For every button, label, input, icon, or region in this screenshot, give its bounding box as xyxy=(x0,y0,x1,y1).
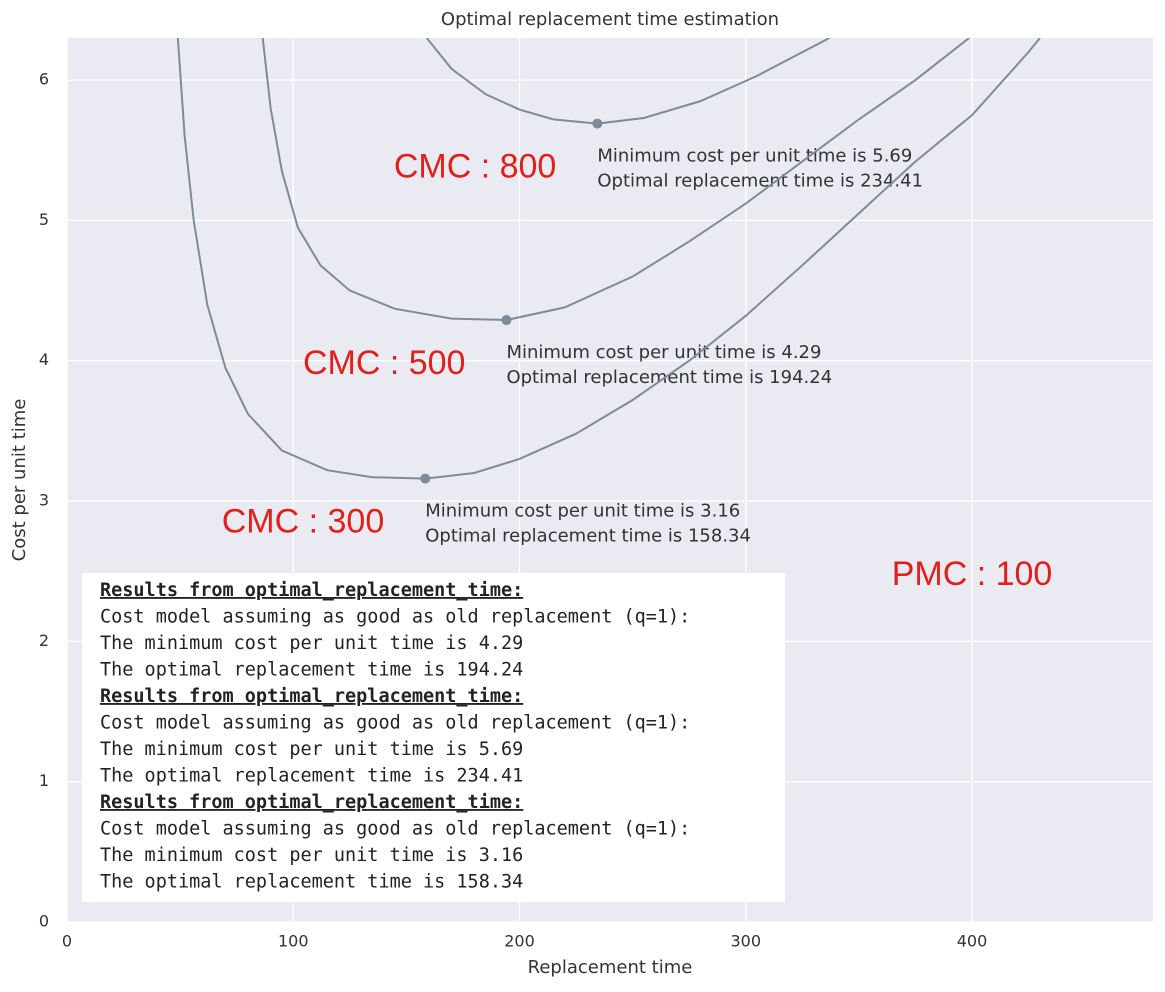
console-line: The minimum cost per unit time is 3.16 xyxy=(100,845,523,866)
min-annotation: Optimal replacement time is 194.24 xyxy=(506,367,832,388)
console-heading: Results from optimal_replacement_time: xyxy=(100,580,523,601)
console-line: The minimum cost per unit time is 5.69 xyxy=(100,739,523,760)
min-annotation: Minimum cost per unit time is 3.16 xyxy=(425,501,740,522)
y-axis-label: Cost per unit time xyxy=(9,399,30,562)
min-annotation: Minimum cost per unit time is 5.69 xyxy=(597,146,912,167)
y-tick-label: 4 xyxy=(39,350,49,369)
console-line: The optimal replacement time is 234.41 xyxy=(100,766,523,787)
y-tick-label: 3 xyxy=(39,491,49,510)
console-line: Cost model assuming as good as old repla… xyxy=(100,607,690,628)
y-tick-label: 1 xyxy=(39,771,49,790)
min-annotation: Optimal replacement time is 234.41 xyxy=(597,171,923,192)
console-line: The minimum cost per unit time is 4.29 xyxy=(100,633,523,654)
y-tick-label: 0 xyxy=(39,912,49,931)
chart-title: Optimal replacement time estimation xyxy=(441,9,779,30)
x-tick-label: 100 xyxy=(278,932,309,951)
console-line: The optimal replacement time is 194.24 xyxy=(100,660,523,681)
y-tick-label: 6 xyxy=(39,70,49,89)
y-tick-label: 2 xyxy=(39,631,49,650)
x-axis-label: Replacement time xyxy=(528,957,693,978)
min-annotation: Minimum cost per unit time is 4.29 xyxy=(506,342,821,363)
console-line: Cost model assuming as good as old repla… xyxy=(100,819,690,840)
series-label: CMC : 800 xyxy=(394,148,557,186)
x-tick-label: 200 xyxy=(504,932,535,951)
y-tick-label: 5 xyxy=(39,210,49,229)
console-line: The optimal replacement time is 158.34 xyxy=(100,872,523,893)
series-label: CMC : 300 xyxy=(222,503,385,541)
x-tick-label: 400 xyxy=(957,932,988,951)
min-point xyxy=(420,473,431,484)
note: PMC : 100 xyxy=(892,555,1053,593)
console-heading: Results from optimal_replacement_time: xyxy=(100,686,523,707)
min-point xyxy=(592,118,603,129)
x-tick-label: 300 xyxy=(730,932,761,951)
min-point xyxy=(501,315,512,326)
series-label: CMC : 500 xyxy=(303,344,466,382)
console-line: Cost model assuming as good as old repla… xyxy=(100,713,690,734)
curve xyxy=(176,38,1041,480)
min-annotation: Optimal replacement time is 158.34 xyxy=(425,526,751,547)
curve xyxy=(425,38,830,125)
console-box xyxy=(82,573,785,902)
console-heading: Results from optimal_replacement_time: xyxy=(100,792,523,813)
x-tick-label: 0 xyxy=(62,932,72,951)
